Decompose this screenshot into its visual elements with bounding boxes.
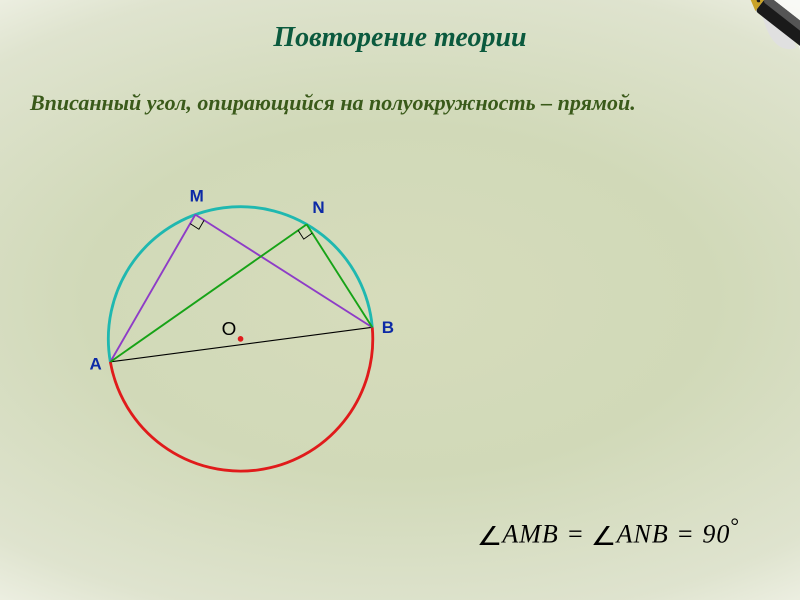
slide-subtitle: Вписанный угол, опирающийся на полуокруж… — [30, 88, 750, 118]
angle-symbol-2: ∠ — [591, 522, 618, 552]
degree-symbol: ° — [730, 514, 740, 538]
circle-diagram: A B M N O — [40, 150, 460, 490]
svg-text:O: O — [222, 319, 237, 340]
slide: Повторение теории Вписанный угол, опираю… — [0, 0, 800, 600]
anb-text: ANB — [617, 520, 669, 549]
svg-text:A: A — [90, 354, 102, 373]
angle-symbol-1: ∠ — [477, 522, 504, 552]
svg-text:B: B — [382, 318, 394, 337]
angle-formula: ∠AMB = ∠ANB = 90° — [478, 514, 740, 550]
eq1: = — [559, 520, 593, 549]
svg-text:N: N — [312, 198, 324, 217]
svg-text:M: M — [190, 186, 204, 205]
title-text: Повторение теории — [273, 22, 526, 53]
subtitle-text: Вписанный угол, опирающийся на полуокруж… — [30, 90, 636, 115]
eq2: = 90 — [669, 520, 731, 549]
slide-title: Повторение теории — [0, 22, 800, 54]
amb-text: AMB — [502, 520, 558, 549]
